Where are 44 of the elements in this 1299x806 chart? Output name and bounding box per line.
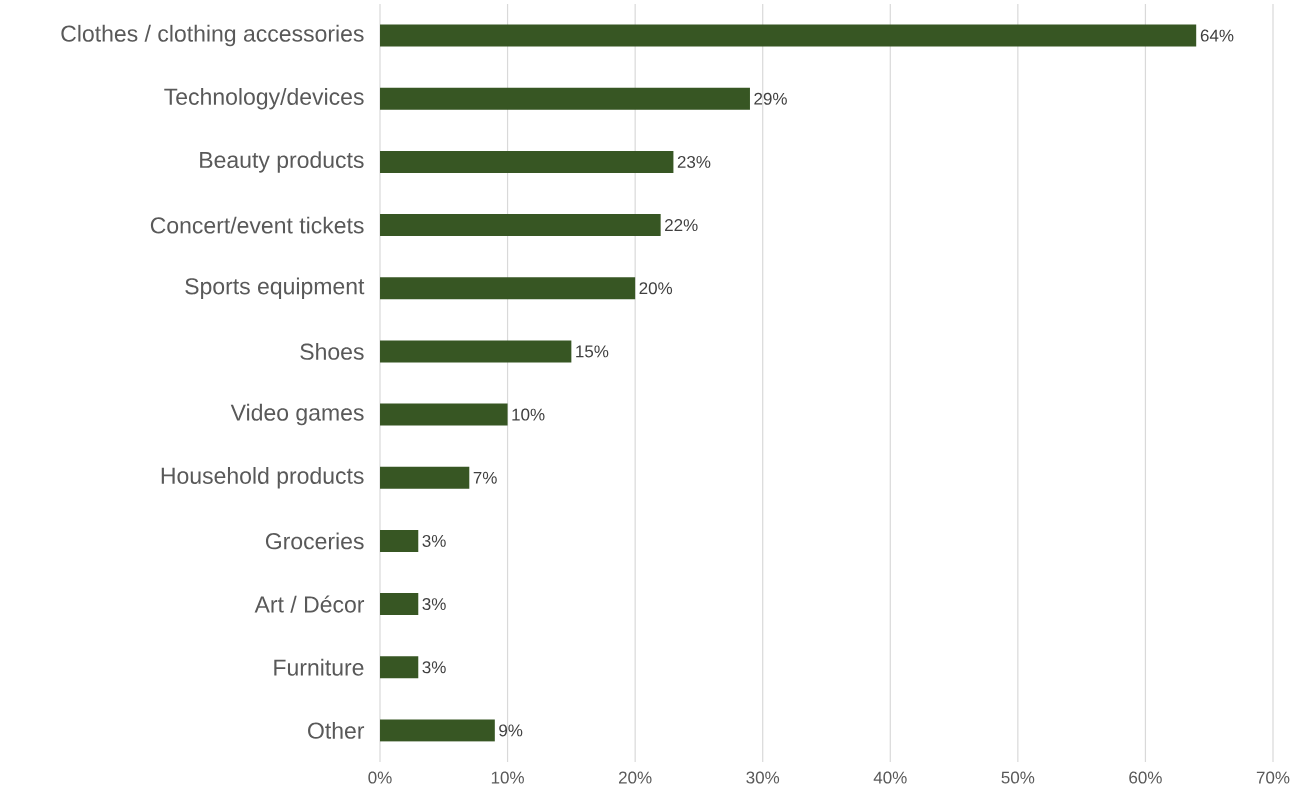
bar (380, 87, 750, 110)
bar (380, 277, 636, 300)
y-tick-label: Beauty products (200, 151, 364, 173)
data-label: 15% (576, 345, 609, 358)
x-tick-label: 70% (1256, 771, 1290, 784)
x-tick-label: 50% (1001, 771, 1035, 784)
y-tick-label: Shoes (300, 342, 364, 360)
x-tick-label: 60% (1129, 771, 1162, 784)
y-tick-label: Household products (161, 467, 364, 489)
y-tick-label: Concert/event tickets (150, 216, 364, 234)
data-label: 23% (677, 155, 711, 168)
bar (380, 403, 508, 426)
data-label: 3% (422, 534, 446, 547)
x-tick-label: 40% (873, 771, 907, 784)
y-tick-label: Other (308, 721, 365, 739)
data-label: 20% (639, 282, 673, 295)
y-tick-label: Groceries (265, 532, 364, 550)
y-tick-label: Clothes / clothing accessories (61, 24, 364, 47)
y-tick-label: Art / Décor (254, 595, 365, 613)
bar (380, 150, 674, 173)
data-label: 10% (512, 408, 545, 421)
bar (380, 529, 419, 552)
bar (380, 340, 572, 363)
bar (380, 214, 661, 237)
y-tick-label: Sports equipment (185, 277, 365, 299)
bar (380, 656, 419, 679)
x-tick-label: 0% (368, 771, 392, 784)
bar (380, 593, 419, 616)
x-tick-label: 20% (618, 771, 652, 784)
data-label: 9% (499, 724, 523, 737)
data-label: 3% (422, 661, 446, 674)
y-tick-label: Technology/devices (164, 88, 364, 110)
data-label: 64% (1200, 29, 1234, 42)
data-label: 29% (754, 92, 787, 105)
data-label: 7% (473, 471, 497, 484)
bar (380, 24, 1197, 47)
y-tick-label: Video games (230, 403, 364, 426)
bar (380, 719, 495, 742)
x-tick-label: 10% (491, 771, 524, 784)
data-label: 22% (665, 219, 698, 232)
bar (380, 466, 470, 489)
x-tick-label: 30% (746, 771, 780, 784)
data-label: 3% (422, 598, 446, 611)
y-tick-label: Furniture (274, 658, 364, 676)
